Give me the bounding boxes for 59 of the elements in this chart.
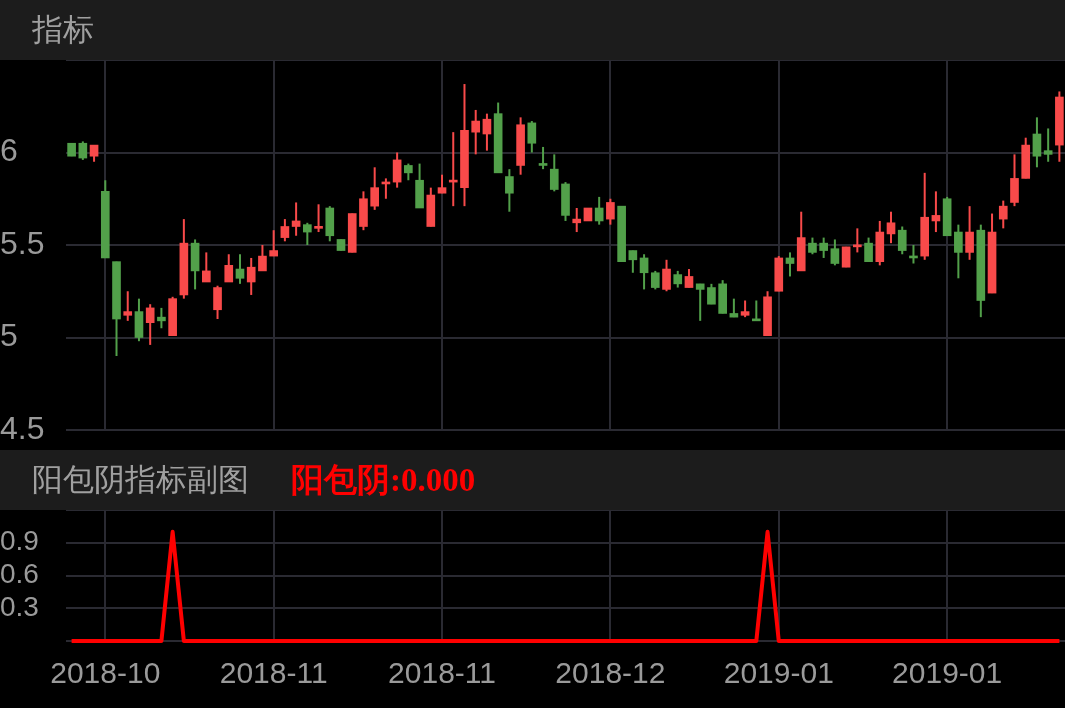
candlestick [505,168,514,213]
candlestick [897,225,907,256]
candlestick [549,153,559,193]
candlestick [695,282,705,322]
candlestick [201,251,211,283]
candlestick [258,244,267,272]
x-tick-label: 2019-01 [892,656,1003,690]
candlestick [886,210,896,245]
candlestick [314,203,323,234]
candlestick [471,108,481,156]
candlestick [572,207,582,234]
candlestick [864,236,873,263]
y-tick-label: 0.6 [0,558,39,590]
candlestick [303,221,312,246]
candlestick [246,256,256,296]
candlestick [650,269,660,291]
candlestick [78,140,88,161]
y-tick-label: 0.9 [0,525,39,557]
y-tick-label: 4.5 [0,409,45,446]
candlestick [684,268,694,289]
x-tick-label: 2018-10 [50,656,161,690]
candlestick [606,197,615,226]
candlestick [280,218,290,243]
candlestick [819,236,828,259]
candlestick [707,282,716,306]
candlestick [269,229,278,258]
candlestick [224,253,234,283]
y-tick-label: 6 [0,132,18,169]
candlestick [370,166,380,211]
panel-header: 指标 [0,0,1065,60]
x-tick-label: 2018-11 [219,656,328,690]
candlestick [157,306,166,330]
y-tick-label: 5 [0,317,18,354]
candlestick [437,173,447,195]
candlestick [965,205,974,261]
candlestick [662,258,671,293]
candlestick [1043,127,1053,163]
panel-header: 阳包阴指标副图 阳包阴:0.000 [0,450,1065,510]
candlestick [998,199,1008,230]
y-tick-label: 0.3 [0,590,39,622]
candlestick [1032,116,1042,169]
x-tick-label: 2018-11 [388,656,496,690]
x-tick-label: 2018-12 [555,656,666,690]
y-tick-label: 5.5 [0,224,45,261]
candlestick [954,223,963,280]
chart-title: 指标 [32,11,94,49]
candlestick [538,145,548,171]
chart-title: 阳包阴指标副图 [32,461,249,499]
candlestick [628,249,638,274]
candlestick [594,195,604,226]
candlestick [123,290,133,322]
candlestick [482,112,492,152]
candlestick [235,253,245,285]
x-tick-label: 2019-01 [723,656,834,690]
candlestick [830,238,840,267]
candlestick [145,303,155,346]
candlestick [639,253,649,291]
candlestick [213,284,222,320]
candlestick [527,120,537,154]
